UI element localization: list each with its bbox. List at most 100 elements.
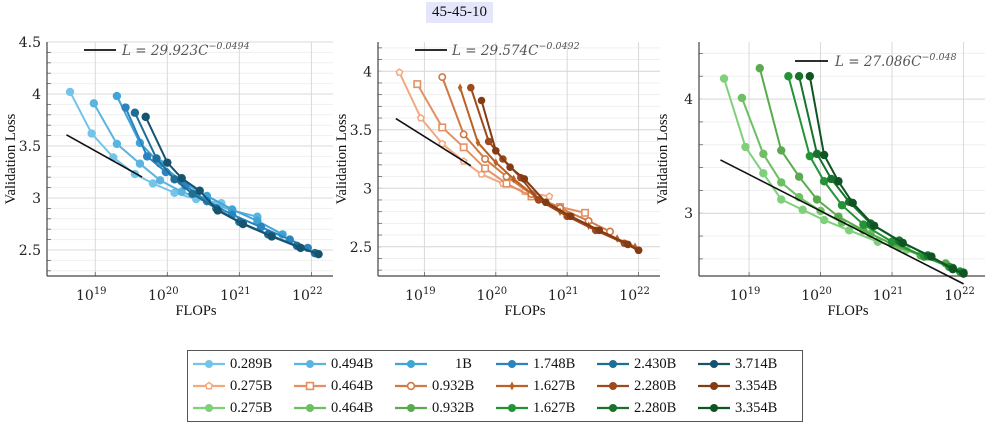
legend-item: 1.748B — [495, 353, 596, 375]
y-tick-label: 4 — [363, 64, 372, 80]
x-axis-label: FLOPs — [827, 303, 868, 319]
legend-label: 0.932B — [432, 377, 475, 394]
data-point — [457, 83, 463, 92]
data-point — [566, 212, 575, 221]
legend-label: 2.430B — [634, 355, 677, 372]
legend-item: 0.464B — [293, 375, 394, 397]
legend-marker — [710, 360, 718, 368]
data-point — [859, 220, 868, 229]
y-tick-label: 3 — [684, 206, 693, 222]
legend-item: 1.627B — [495, 375, 596, 397]
legend-label: 0.275B — [230, 399, 273, 416]
legend-marker — [407, 360, 415, 368]
legend-swatch-icon — [395, 381, 427, 391]
data-point — [959, 269, 968, 278]
data-point — [848, 198, 857, 208]
legend-label: 3.354B — [735, 399, 778, 416]
data-point — [719, 74, 729, 83]
data-point — [812, 149, 822, 159]
data-point — [545, 192, 554, 200]
data-point — [296, 243, 305, 253]
legend-swatch-icon — [496, 360, 528, 368]
chart-panel-2: 2.5 3 3.5 4 1019 1020 1021 1022 FLOPs Validation … — [334, 41, 660, 319]
fit-line — [720, 159, 964, 285]
fit-line — [395, 117, 472, 167]
data-point — [798, 205, 807, 214]
fit-legend-label: L = 29.574C−0.0492 — [451, 41, 580, 59]
data-point — [755, 64, 764, 73]
legend-item: 3.354B — [697, 375, 798, 397]
legend-swatch-icon — [294, 381, 326, 391]
legend-item: 2.280B — [596, 397, 697, 419]
x-tick-label: 1021 — [548, 286, 579, 304]
legend-item: 3.354B — [697, 397, 798, 419]
x-tick-label: 1022 — [944, 286, 975, 304]
series-0.932B — [755, 64, 950, 268]
legend-swatch-icon — [395, 360, 427, 368]
legend-swatch-icon — [193, 404, 225, 412]
x-tick-label: 1021 — [873, 286, 904, 304]
y-tick-label: 4 — [32, 87, 41, 103]
data-point — [177, 187, 186, 196]
figure-title: 45-45-10 — [426, 2, 493, 23]
y-tick-label: 4.5 — [19, 35, 41, 51]
data-point — [130, 108, 140, 117]
data-point — [511, 174, 516, 184]
y-tick-label: 2.5 — [350, 240, 372, 256]
series-line — [758, 68, 947, 265]
legend-marker — [609, 360, 617, 368]
legend-marker — [204, 381, 214, 390]
data-point — [506, 163, 514, 171]
chart-panel-1: 2.5 3 3.5 4 4.5 1019 1020 1021 1022 FLOPs Validati… — [3, 35, 333, 319]
legend-marker — [609, 404, 617, 412]
data-point — [477, 96, 486, 105]
series-3.714B — [141, 112, 323, 259]
x-axis-label: FLOPs — [175, 303, 216, 319]
x-tick-label: 1020 — [477, 286, 508, 304]
data-point — [869, 221, 879, 230]
legend-label: 0.494B — [331, 355, 374, 372]
legend-swatch-icon — [294, 360, 326, 368]
data-point — [213, 206, 222, 215]
data-point — [541, 198, 550, 207]
legend-item: 0.932B — [394, 397, 495, 419]
legend-item: 3.714B — [697, 353, 798, 375]
legend-marker — [407, 404, 415, 412]
data-point — [253, 216, 262, 226]
legend-label: 0.932B — [432, 399, 475, 416]
data-point — [188, 189, 197, 199]
data-point — [142, 152, 152, 161]
legend-label: 1B — [455, 355, 472, 372]
data-point — [737, 93, 747, 103]
data-point — [152, 154, 161, 163]
data-point — [416, 113, 425, 122]
data-point — [741, 142, 750, 152]
data-point — [502, 179, 511, 188]
legend-label: 0.289B — [230, 355, 273, 372]
y-tick-label: 3.5 — [19, 139, 41, 155]
legend-label: 0.464B — [331, 377, 374, 394]
x-axis-label: FLOPs — [504, 303, 545, 319]
data-point — [65, 87, 75, 97]
x-tick-label: 1022 — [292, 286, 323, 304]
data-point — [438, 123, 447, 132]
data-point — [794, 72, 804, 81]
data-point — [481, 164, 490, 173]
data-point — [181, 181, 190, 190]
series-1.627B — [784, 72, 965, 276]
legend-swatch-icon — [597, 382, 629, 390]
data-point — [267, 232, 276, 241]
x-tick-label: 1022 — [619, 286, 650, 304]
data-point — [314, 249, 323, 259]
fit-legend-label: L = 27.086C−0.048 — [834, 52, 957, 70]
data-point — [759, 169, 768, 178]
legend-item: 2.430B — [596, 353, 697, 375]
legend-swatch-icon — [597, 404, 629, 412]
series-2.280B — [467, 83, 643, 255]
data-point — [459, 143, 468, 152]
data-point — [395, 68, 404, 76]
data-point — [493, 158, 499, 167]
series-0.464B — [413, 80, 590, 217]
data-point — [777, 195, 786, 204]
data-point — [834, 177, 843, 186]
